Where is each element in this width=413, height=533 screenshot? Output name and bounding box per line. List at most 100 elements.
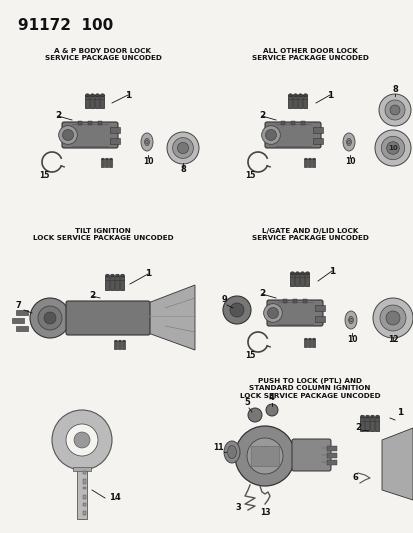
Text: 14: 14 <box>109 493 121 502</box>
Text: 8: 8 <box>391 85 397 94</box>
Text: 4: 4 <box>268 393 274 402</box>
Bar <box>16 326 28 331</box>
Bar <box>312 159 315 167</box>
Bar <box>370 417 374 431</box>
Circle shape <box>266 404 277 416</box>
Text: 13: 13 <box>259 508 270 517</box>
FancyBboxPatch shape <box>66 301 150 335</box>
Text: 3: 3 <box>235 503 240 512</box>
Bar <box>120 276 124 289</box>
Bar <box>290 273 294 286</box>
Bar <box>12 318 24 323</box>
Ellipse shape <box>85 94 89 96</box>
Bar <box>304 159 307 167</box>
Circle shape <box>380 136 404 160</box>
Bar <box>293 95 297 108</box>
Circle shape <box>384 100 404 120</box>
Bar <box>83 479 86 484</box>
Text: TILT IGNITION
LOCK SERVICE PACKAGE UNCODED: TILT IGNITION LOCK SERVICE PACKAGE UNCOD… <box>33 228 173 241</box>
Ellipse shape <box>342 133 354 151</box>
Ellipse shape <box>115 274 119 277</box>
Ellipse shape <box>365 415 369 418</box>
Text: 1: 1 <box>326 91 332 100</box>
Circle shape <box>52 410 112 470</box>
Text: 2: 2 <box>258 289 264 298</box>
Bar <box>250 446 278 466</box>
Ellipse shape <box>109 158 112 160</box>
Ellipse shape <box>290 272 294 274</box>
Ellipse shape <box>120 274 124 277</box>
Circle shape <box>372 298 412 338</box>
Bar <box>105 159 108 167</box>
Bar <box>110 276 114 289</box>
Text: 10: 10 <box>142 157 153 166</box>
Ellipse shape <box>346 139 351 146</box>
Ellipse shape <box>90 94 94 96</box>
Circle shape <box>66 424 98 456</box>
Ellipse shape <box>263 304 282 322</box>
Text: 11: 11 <box>212 443 223 452</box>
Bar <box>101 159 104 167</box>
Ellipse shape <box>303 94 307 96</box>
Text: 1: 1 <box>328 266 334 276</box>
Text: L/GATE AND D/LID LOCK
SERVICE PACKAGE UNCODED: L/GATE AND D/LID LOCK SERVICE PACKAGE UN… <box>251 228 368 241</box>
Bar <box>375 417 379 431</box>
Bar <box>90 95 94 108</box>
Ellipse shape <box>223 441 240 463</box>
Bar <box>73 467 91 471</box>
FancyBboxPatch shape <box>291 439 330 471</box>
Bar <box>365 417 369 431</box>
Ellipse shape <box>261 126 280 144</box>
Ellipse shape <box>110 274 114 277</box>
Text: 10: 10 <box>387 145 397 151</box>
Circle shape <box>166 132 199 164</box>
Ellipse shape <box>95 94 99 96</box>
Bar <box>83 471 86 474</box>
Bar <box>326 446 336 451</box>
Circle shape <box>172 138 193 158</box>
Bar <box>122 341 125 349</box>
Bar <box>302 299 306 303</box>
Circle shape <box>235 426 294 486</box>
Ellipse shape <box>59 126 77 144</box>
Ellipse shape <box>295 272 299 274</box>
Ellipse shape <box>267 308 278 319</box>
Circle shape <box>230 303 243 317</box>
Text: 2: 2 <box>258 111 264 120</box>
Bar <box>100 95 104 108</box>
Ellipse shape <box>304 338 307 340</box>
Text: ALL OTHER DOOR LOCK
SERVICE PACKAGE UNCODED: ALL OTHER DOOR LOCK SERVICE PACKAGE UNCO… <box>251 48 368 61</box>
Text: 10: 10 <box>346 335 356 344</box>
Text: 6: 6 <box>351 473 357 482</box>
Bar <box>308 339 311 347</box>
Circle shape <box>44 312 56 324</box>
Ellipse shape <box>300 272 304 274</box>
Circle shape <box>378 94 410 126</box>
Bar <box>83 495 86 499</box>
Text: 0: 0 <box>346 140 350 144</box>
Polygon shape <box>381 428 412 500</box>
Bar <box>280 121 284 125</box>
Bar <box>304 339 307 347</box>
Bar <box>16 310 28 315</box>
Text: 1: 1 <box>145 270 151 279</box>
Ellipse shape <box>375 415 379 418</box>
Circle shape <box>30 298 70 338</box>
Bar <box>83 511 86 514</box>
Ellipse shape <box>312 158 315 160</box>
Circle shape <box>247 438 282 474</box>
Bar <box>312 126 322 133</box>
Bar <box>88 121 92 125</box>
Bar <box>77 469 87 519</box>
Bar <box>85 95 89 108</box>
Bar <box>308 159 311 167</box>
Text: 15: 15 <box>244 351 254 360</box>
Ellipse shape <box>312 338 315 340</box>
Bar <box>78 121 82 125</box>
FancyBboxPatch shape <box>264 122 320 148</box>
Circle shape <box>177 142 188 154</box>
Text: 8: 8 <box>180 165 185 174</box>
Ellipse shape <box>288 94 292 96</box>
Bar <box>360 417 363 431</box>
Bar <box>303 95 307 108</box>
